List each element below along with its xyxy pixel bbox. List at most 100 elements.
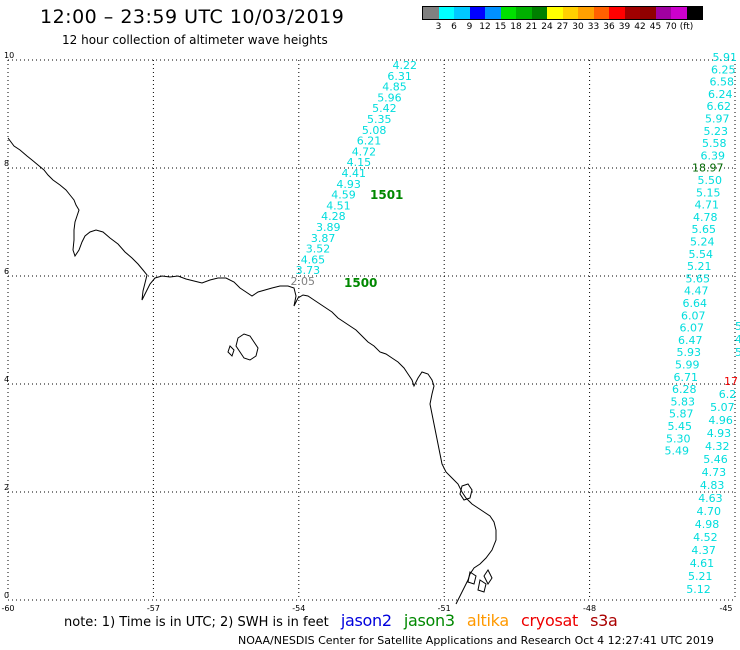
wave-height-value: 4.59 bbox=[331, 189, 356, 202]
wave-height-value: 5.35 bbox=[367, 113, 392, 126]
legend-swatch-2 bbox=[454, 7, 470, 19]
wave-height-value: 4.93 bbox=[707, 427, 732, 440]
wave-height-value: 6.64 bbox=[683, 297, 708, 310]
legend-label: 70 bbox=[665, 22, 677, 32]
wave-height-value: 5.07 bbox=[710, 401, 735, 414]
x-tick-label: -60 bbox=[1, 604, 14, 613]
credit-line: NOAA/NESDIS Center for Satellite Applica… bbox=[238, 634, 714, 647]
wave-height-value: 4.65 bbox=[301, 253, 326, 266]
wave-height-value: 5.87 bbox=[669, 408, 694, 421]
wave-height-value: 6.71 bbox=[674, 371, 699, 384]
legend-swatch-15 bbox=[655, 7, 671, 19]
wave-height-value: 2.05 bbox=[291, 275, 316, 288]
wave-height-value: 5.83 bbox=[671, 395, 696, 408]
legend-swatch-0 bbox=[423, 7, 439, 19]
map-title: 12:00 – 23:59 UTC 10/03/2019 bbox=[40, 6, 345, 28]
wave-height-value: 4.32 bbox=[705, 440, 730, 453]
legend-swatch-14 bbox=[640, 7, 656, 19]
legend-label: 45 bbox=[649, 22, 662, 32]
x-tick-label: -57 bbox=[147, 604, 160, 613]
altimeter-track-d: 545 bbox=[735, 320, 740, 359]
wave-height-value: 5.15 bbox=[696, 186, 721, 199]
wave-height-value: 6.25 bbox=[711, 63, 736, 76]
legend-label: 24 bbox=[541, 22, 553, 32]
island-marajo-small bbox=[235, 333, 259, 361]
wave-height-value: 5.12 bbox=[686, 583, 711, 596]
legend-label: 36 bbox=[603, 22, 615, 32]
wave-height-value: 5.96 bbox=[377, 91, 402, 104]
legend-color-bar bbox=[422, 6, 703, 20]
map-subtitle: 12 hour collection of altimeter wave hei… bbox=[62, 33, 328, 47]
x-tick-label: -45 bbox=[719, 604, 732, 613]
altimeter-track-c: 176.25.074.964.934.325.464.734.834.634.7… bbox=[686, 375, 738, 596]
island-small-1 bbox=[227, 345, 235, 357]
wave-height-value: 5.91 bbox=[713, 51, 738, 64]
wave-height-value: 5.58 bbox=[702, 137, 727, 150]
pass-label-1500: 1500 bbox=[344, 276, 377, 290]
altimeter-track-b: 5.916.256.586.246.625.975.235.586.3918.9… bbox=[665, 51, 738, 458]
legend-swatch-11 bbox=[593, 7, 609, 19]
wave-height-value: 4.98 bbox=[695, 518, 720, 531]
wave-height-value: 4.15 bbox=[347, 156, 372, 169]
wave-height-value: 4.73 bbox=[702, 466, 727, 479]
wave-height-value: 5.50 bbox=[698, 174, 723, 187]
wave-height-value: 3.52 bbox=[306, 243, 331, 256]
y-tick-label: 6 bbox=[4, 267, 9, 276]
wave-height-value: 5.08 bbox=[362, 124, 387, 137]
wave-height-value: 4.83 bbox=[700, 479, 725, 492]
wave-height-value: 5.42 bbox=[372, 102, 397, 115]
satellite-altika: altika bbox=[466, 611, 509, 630]
wave-height-value: 6.07 bbox=[680, 322, 705, 335]
wave-height-value: 4.22 bbox=[393, 59, 418, 72]
coastline bbox=[7, 137, 497, 605]
wave-height-value: 5.45 bbox=[668, 420, 693, 433]
legend-swatch-9 bbox=[562, 7, 578, 19]
wave-height-value: 6.62 bbox=[707, 100, 732, 113]
legend-swatch-4 bbox=[485, 7, 501, 19]
legend-swatch-6 bbox=[516, 7, 532, 19]
legend-swatch-13 bbox=[624, 7, 640, 19]
legend-swatch-12 bbox=[609, 7, 625, 19]
wave-height-legend: 3 6 9 12 15 18 21 24 27 30 33 36 39 42 45 70 (ft) bbox=[422, 6, 703, 34]
legend-label: 9 bbox=[466, 22, 473, 32]
wave-height-value: 4.28 bbox=[321, 210, 346, 223]
satellite-cryosat: cryosat bbox=[521, 611, 578, 630]
wave-height-value: 4.72 bbox=[352, 145, 377, 158]
wave-height-value: 6.39 bbox=[701, 149, 726, 162]
wave-height-value: 5.49 bbox=[665, 445, 690, 458]
legend-swatch-10 bbox=[578, 7, 594, 19]
wave-height-value: 5.99 bbox=[675, 359, 700, 372]
legend-label: 39 bbox=[618, 22, 631, 32]
legend-swatch-5 bbox=[500, 7, 516, 19]
wave-height-value: 4.37 bbox=[691, 544, 716, 557]
wave-height-value: 5.24 bbox=[690, 236, 715, 249]
wave-height-value: 4.93 bbox=[336, 178, 361, 191]
wave-height-value: 5.21 bbox=[687, 260, 712, 273]
satellite-jason2: jason2 bbox=[340, 611, 392, 630]
footer-note-row: note: 1) Time is in UTC; 2) SWH is in fe… bbox=[64, 611, 626, 630]
wave-height-value: 5.21 bbox=[688, 570, 713, 583]
legend-swatch-8 bbox=[547, 7, 563, 19]
wave-height-value: 4.41 bbox=[342, 167, 367, 180]
legend-labels: 3 6 9 12 15 18 21 24 27 30 33 36 39 42 45 70 (ft) bbox=[422, 20, 703, 34]
y-tick-label: 2 bbox=[4, 483, 9, 492]
y-tick-label: 0 bbox=[4, 591, 9, 600]
footer-note: note: 1) Time is in UTC; 2) SWH is in fe… bbox=[64, 615, 329, 630]
legend-label: 15 bbox=[494, 22, 507, 32]
wave-height-value: 6.07 bbox=[681, 309, 706, 322]
x-tick-label: -54 bbox=[292, 604, 305, 613]
wave-height-value: 5 bbox=[735, 346, 740, 359]
wave-height-value: 5.23 bbox=[704, 125, 729, 138]
y-tick-label: 8 bbox=[4, 159, 9, 168]
altimeter-track-a: 4.226.314.855.965.425.355.086.214.724.15… bbox=[291, 59, 418, 288]
satellite-jason3: jason3 bbox=[403, 611, 455, 630]
wave-height-value: 3.89 bbox=[316, 221, 341, 234]
wave-height-value: 6.24 bbox=[708, 88, 733, 101]
wave-height-value: 18.97 bbox=[692, 162, 724, 175]
wave-height-value: 5.97 bbox=[705, 113, 730, 126]
legend-label: (ft) bbox=[679, 22, 694, 32]
legend-swatch-7 bbox=[531, 7, 547, 19]
wave-height-value: 4.61 bbox=[690, 557, 715, 570]
wave-height-value: 6.21 bbox=[357, 135, 382, 148]
